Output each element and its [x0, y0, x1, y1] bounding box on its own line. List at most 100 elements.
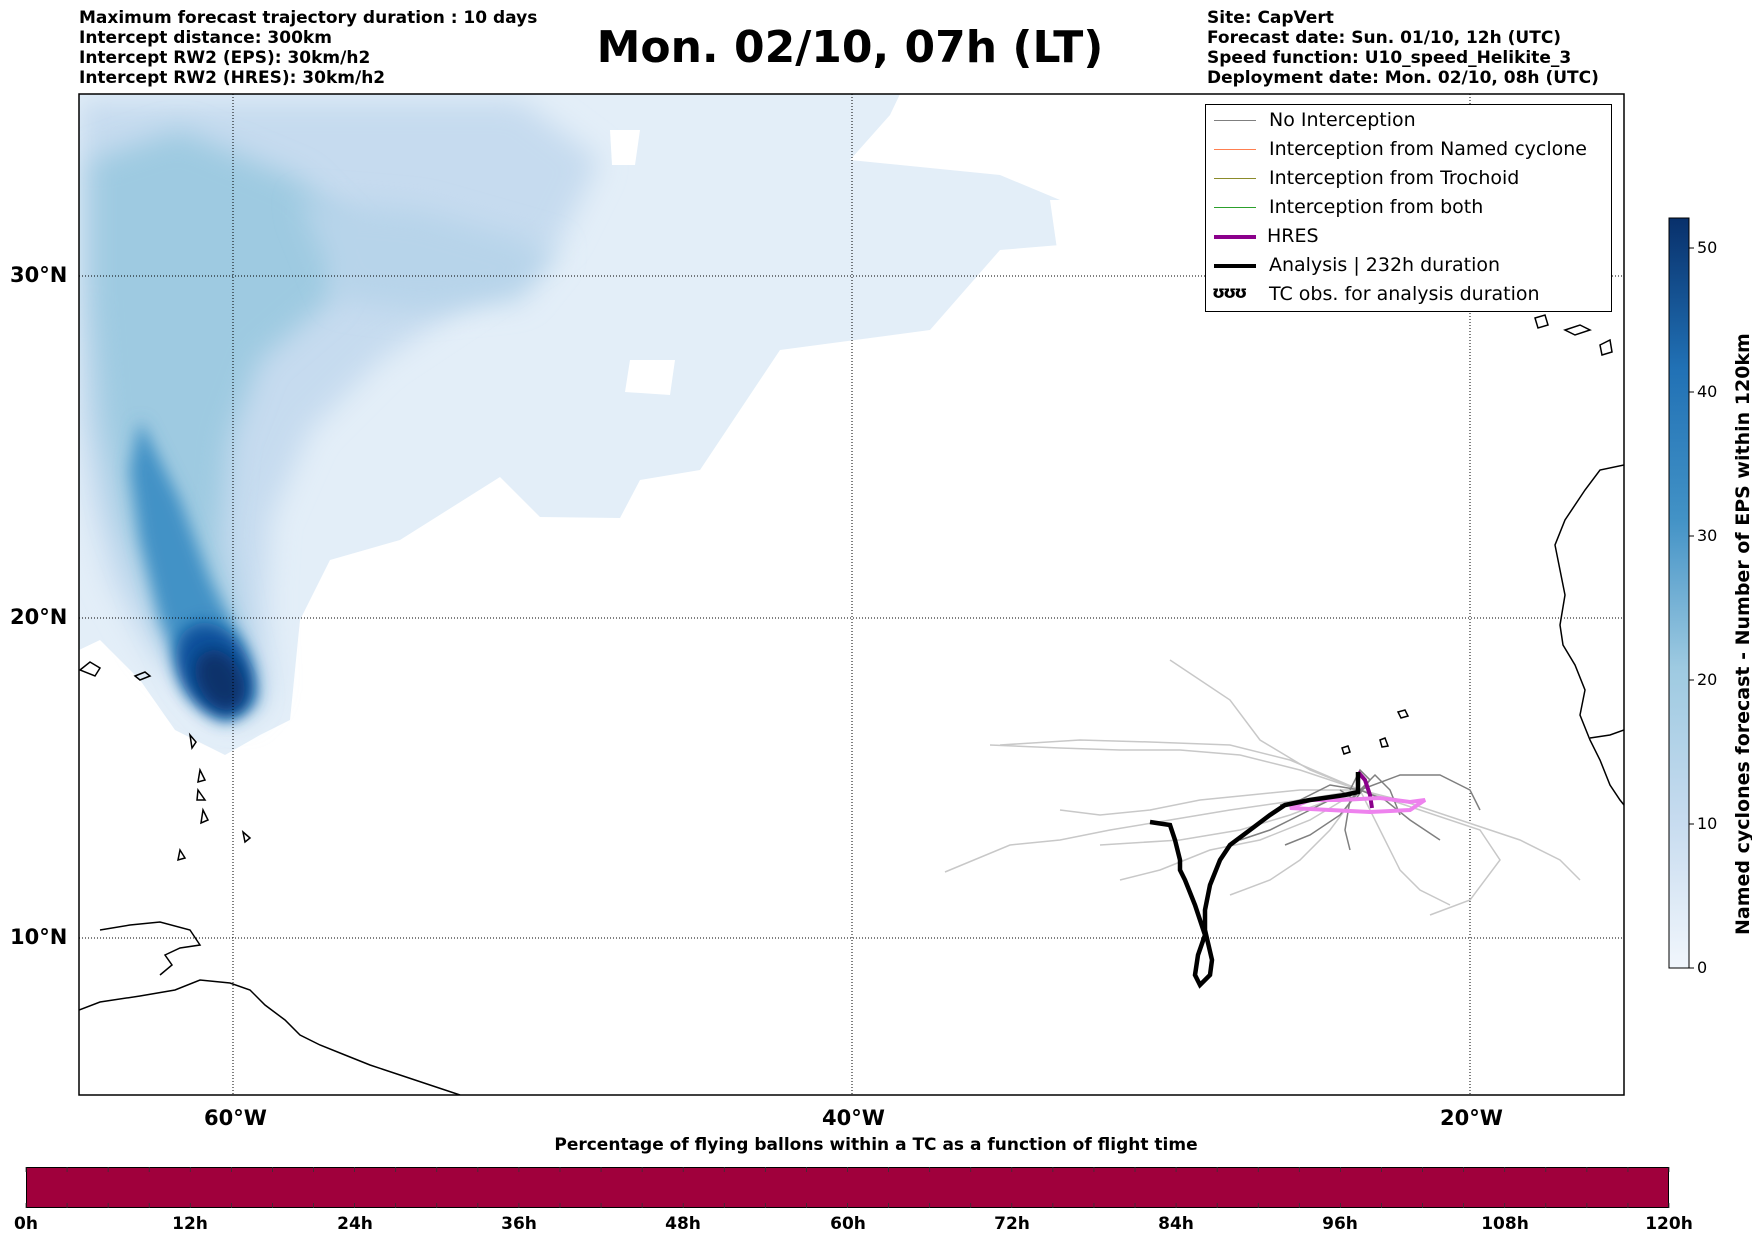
header-line: Forecast date: Sun. 01/10, 12h (UTC)	[1207, 28, 1562, 48]
lon-label: 40°W	[822, 1106, 885, 1130]
trajectory	[1169, 659, 1361, 791]
flight-tick-label: 36h	[501, 1214, 537, 1234]
colorbar-tick-label: 20	[1697, 670, 1718, 689]
density-region-ridge	[300, 200, 560, 310]
colorbar-tick-label: 40	[1697, 382, 1718, 401]
coastline-hispaniola	[79, 661, 102, 677]
lon-label: 60°W	[204, 1106, 267, 1130]
lat-label: 20°N	[10, 605, 68, 629]
flight-tick-label: 12h	[172, 1214, 208, 1234]
island-antilles	[196, 787, 207, 801]
trajectory	[1359, 789, 1451, 906]
lon-label: 20°W	[1440, 1106, 1503, 1130]
trajectory	[944, 789, 1361, 873]
density-hole	[610, 130, 640, 165]
header-line: Deployment date: Mon. 02/10, 08h (UTC)	[1207, 68, 1599, 88]
legend-label: Analysis | 232h duration	[1269, 254, 1501, 276]
legend-item: Interception from Named cyclone	[1206, 136, 1611, 164]
header-line: Intercept RW2 (EPS): 30km/h2	[79, 48, 371, 68]
legend-line	[1214, 149, 1256, 150]
legend: No Interception Interception from Named …	[1205, 104, 1612, 312]
legend-line	[1214, 235, 1256, 239]
legend-label: HRES	[1267, 225, 1319, 247]
coastline-west-africa	[1554, 464, 1624, 806]
island-canaries	[1534, 314, 1549, 329]
lat-label: 10°N	[10, 925, 68, 949]
header-line: Intercept distance: 300km	[79, 28, 332, 48]
colorbar-tick-label: 0	[1697, 958, 1708, 977]
flight-tick-label: 72h	[994, 1214, 1030, 1234]
hres-trajectory	[1356, 770, 1374, 809]
island-antilles	[200, 807, 210, 825]
legend-item: Analysis | 232h duration	[1206, 252, 1611, 280]
map-frame	[78, 93, 1625, 1096]
island-antilles	[177, 848, 187, 862]
density-region-peak	[195, 649, 245, 711]
legend-line	[1214, 264, 1256, 268]
trajectory	[1229, 789, 1361, 896]
flight-tick-label: 108h	[1481, 1214, 1529, 1234]
legend-label: Interception from Named cyclone	[1269, 138, 1587, 160]
coastline-puerto-rico	[133, 671, 152, 681]
coastline-africa-bulge	[1589, 729, 1624, 739]
header-info-right: Site: CapVert Forecast date: Sun. 01/10,…	[1207, 8, 1599, 88]
legend-item: HRES	[1206, 223, 1611, 251]
island-antilles	[197, 767, 207, 784]
legend-line	[1214, 178, 1256, 179]
header-line: Maximum forecast trajectory duration : 1…	[79, 8, 538, 28]
trajectory	[989, 744, 1361, 791]
header-info-left: Maximum forecast trajectory duration : 1…	[79, 8, 537, 88]
flight-tick-label: 60h	[830, 1214, 866, 1234]
coastlines	[79, 314, 1624, 1095]
trajectory	[1059, 789, 1360, 816]
analysis-trajectory	[1149, 772, 1361, 989]
legend-line	[1214, 120, 1256, 121]
flight-tick-label: 84h	[1158, 1214, 1194, 1234]
coastline-south-america	[79, 979, 461, 1095]
colorbar-tick-label: 10	[1697, 814, 1718, 833]
flight-tick-label: 24h	[337, 1214, 373, 1234]
legend-label: Interception from Trochoid	[1269, 167, 1520, 189]
trajectories	[944, 659, 1581, 989]
legend-label: TC obs. for analysis duration	[1269, 283, 1540, 305]
trajectory	[999, 739, 1361, 791]
island-antilles	[241, 830, 252, 844]
legend-label: Interception from both	[1269, 196, 1484, 218]
trajectory	[1119, 789, 1361, 881]
header-line: Speed function: U10_speed_Helikite_3	[1207, 48, 1572, 68]
density-field	[79, 94, 1120, 755]
legend-item: ʊʊʊ TC obs. for analysis duration	[1206, 281, 1611, 309]
density-hole	[625, 360, 675, 395]
trajectory	[1359, 789, 1501, 916]
island-cape-verde	[1396, 709, 1410, 719]
colorbar-tick-label: 30	[1697, 526, 1718, 545]
colorbar	[1668, 217, 1690, 969]
header-line: Intercept RW2 (HRES): 30km/h2	[79, 68, 386, 88]
density-hole	[1050, 200, 1120, 270]
island-canaries	[1599, 338, 1613, 356]
flight-tick-label: 48h	[665, 1214, 701, 1234]
island-cape-verde	[1379, 737, 1390, 748]
colorbar-tick-label: 50	[1697, 238, 1718, 257]
island-antilles	[188, 732, 197, 751]
legend-item: Interception from Trochoid	[1206, 165, 1611, 193]
flight-tick-label: 120h	[1645, 1214, 1693, 1234]
flight-tick-label: 0h	[14, 1214, 38, 1234]
colorbar-ticks	[1689, 247, 1694, 969]
header-line: Site: CapVert	[1207, 8, 1334, 28]
island-cape-verde	[1341, 745, 1351, 755]
trajectory	[1359, 774, 1481, 811]
legend-label: No Interception	[1269, 109, 1416, 131]
cyclone-icon: ʊʊʊ	[1212, 283, 1247, 303]
page-title: Mon. 02/10, 07h (LT)	[596, 22, 1104, 73]
legend-line	[1214, 207, 1256, 208]
flight-tick-label: 96h	[1322, 1214, 1358, 1234]
island-canaries	[1563, 324, 1592, 336]
legend-item: No Interception	[1206, 107, 1611, 135]
legend-item: Interception from both	[1206, 194, 1611, 222]
flight-bar-title: Percentage of flying ballons within a TC…	[554, 1135, 1198, 1155]
lat-label: 30°N	[10, 263, 68, 287]
coastline-venezuela-gulf	[99, 921, 202, 976]
